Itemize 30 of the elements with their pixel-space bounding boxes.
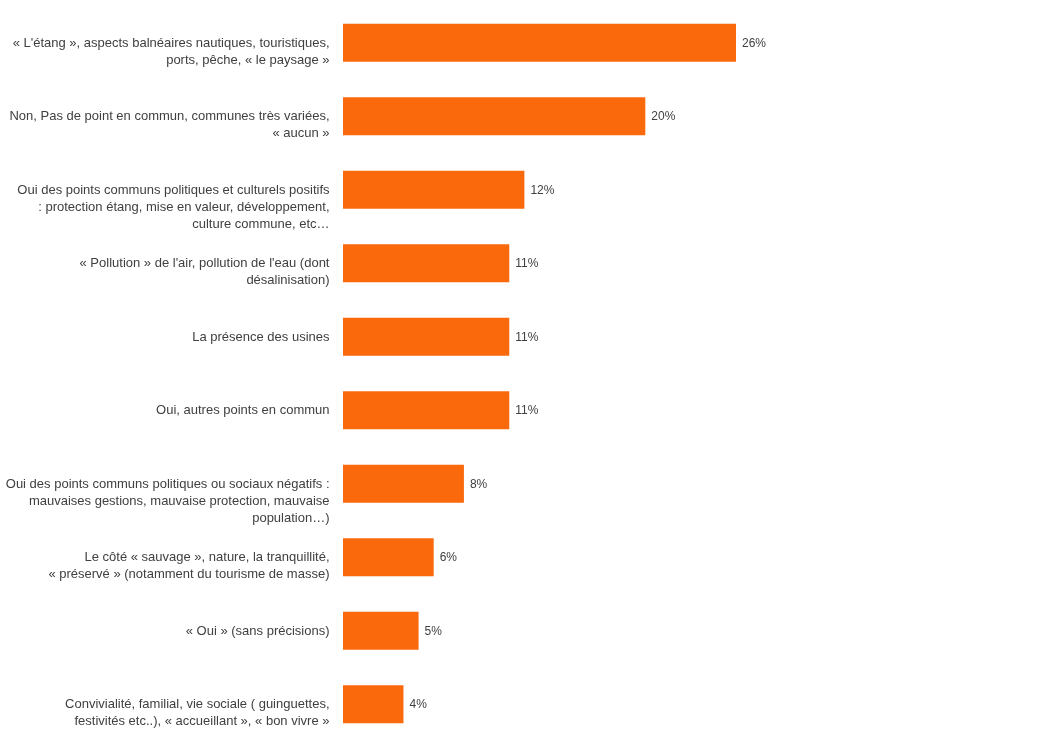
data-label: 4% [409,697,428,712]
y-tick-label: Le côté « sauvage », nature, la tranquillité, « préservé » (notamment du tourisme de masse) [48,549,330,582]
bar [343,685,404,724]
bar [343,538,434,577]
data-label: 11% [515,256,539,271]
bar [343,611,419,650]
data-label: 12% [530,182,555,197]
y-tick-label: Oui des points communs politiques et culturels positifs : protection étang, mise en valeur, développement, culture commune, etc… [17,181,330,231]
data-label: 8% [469,476,488,491]
bar [343,97,646,136]
bar [343,317,510,356]
y-tick-label: « L'étang », aspects balnéaires nautiques, touristiques, ports, pêche, « le paysage » [12,34,330,67]
data-label: 11% [515,329,539,344]
y-tick-label: Oui des points communs politiques ou sociaux négatifs : mauvaises gestions, mauvaise protection, mauvaise population…) [5,475,330,525]
y-tick-label: Convivialité, familial, vie sociale ( guinguettes, festivités etc..), « accueillant », « bon vivre » [65,696,330,729]
bar [343,170,525,209]
data-label: 5% [424,623,443,638]
bar [343,23,736,62]
data-label: 11% [515,403,539,418]
bar [343,464,464,503]
data-label: 6% [439,550,458,565]
bar [343,391,510,430]
y-tick-label: Oui, autres points en commun [156,402,330,418]
y-tick-label: « Oui » (sans précisions) [185,622,330,638]
y-tick-label: « Pollution » de l'air, pollution de l'eau (dont désalinisation) [79,255,330,288]
y-tick-label: La présence des usines [192,328,330,344]
data-label: 26% [742,35,767,50]
data-label: 20% [651,109,676,124]
y-tick-label: Non, Pas de point en commun, communes très variées, « aucun » [9,108,330,141]
bar [343,244,510,283]
